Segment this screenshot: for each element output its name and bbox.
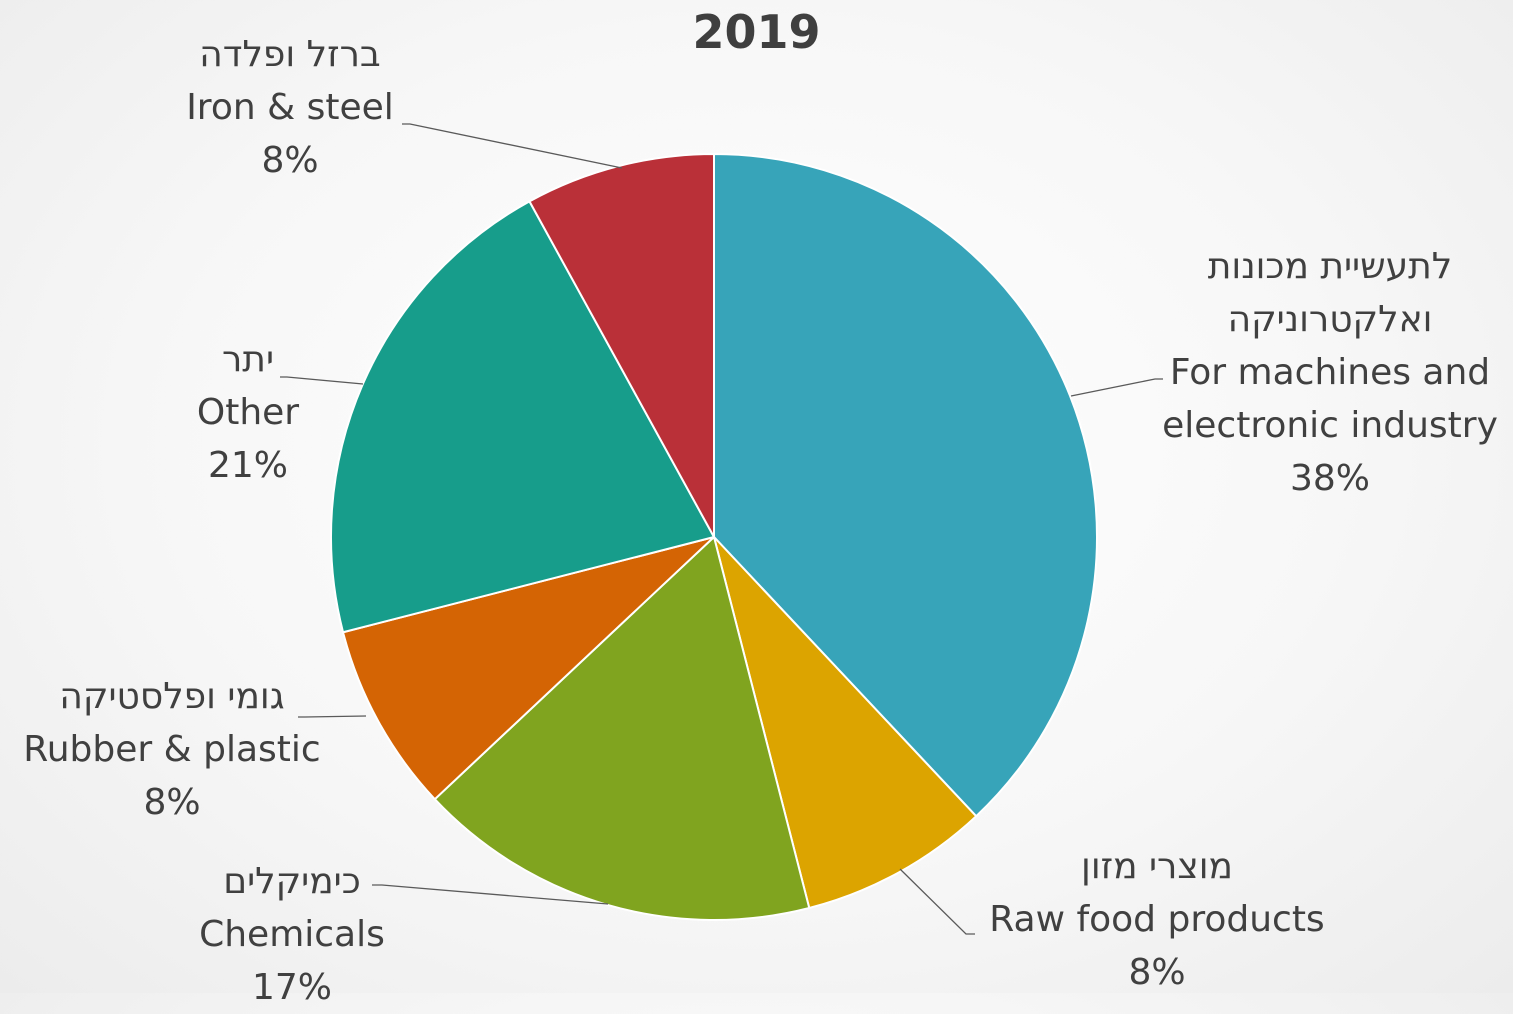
slice-label-3: כימיקלים Chemicals 17% (92, 855, 492, 1014)
slice-percent-label: 8% (261, 140, 319, 181)
chart-title: 2019 (692, 5, 821, 59)
leader-line-3 (372, 884, 609, 905)
slice-percent-label: 21% (207, 445, 288, 486)
pie-slice-2 (713, 536, 978, 910)
pie-chart: 2019 לתעשיית מכונות ואלקטרוניקה For machin… (0, 5, 1513, 1008)
slice-label-line: מוצרי מזון (1081, 846, 1233, 887)
slice-label-line: ברזל ופלדה (199, 34, 381, 75)
slice-percent-label: 17% (251, 967, 332, 1008)
slice-label-4: גומי ופלסטיקה Rubber & plastic 8% (0, 670, 372, 829)
slice-label-line: Raw food products (989, 899, 1325, 940)
leader-line-1 (1070, 378, 1163, 397)
slice-label-line: electronic industry (1162, 405, 1498, 446)
slice-label-line: Iron & steel (186, 87, 394, 128)
slice-label-line: Chemicals (199, 914, 385, 955)
slice-label-line: Rubber & plastic (23, 729, 321, 770)
pie-slice-5 (329, 200, 716, 634)
slice-label-line: לתעשיית מכונות (1207, 246, 1453, 287)
slice-label-line: גומי ופלסטיקה (59, 676, 285, 717)
slice-percent-label: 8% (143, 782, 201, 823)
slice-label-line: כימיקלים (223, 861, 361, 902)
leader-line-6 (402, 123, 623, 169)
slice-label-line: Other (196, 392, 300, 433)
slice-percent-label: 38% (1289, 458, 1370, 499)
slice-percent-label: 8% (1128, 952, 1186, 993)
pie-slice-3 (433, 535, 811, 921)
slice-label-5: יתר Other 21% (48, 333, 448, 492)
slice-label-2: מוצרי מזון Raw food products 8% (957, 840, 1357, 999)
pie-slice-6 (528, 152, 715, 538)
slice-label-1: לתעשיית מכונות ואלקטרוניקה For machines an… (1130, 240, 1513, 505)
pie-chart-canvas (280, 123, 1163, 935)
pie-slice-1 (713, 152, 1098, 818)
slice-label-line: For machines and (1169, 352, 1491, 393)
slice-label-line: ואלקטרוניקה (1227, 299, 1433, 340)
pie-slice-4 (341, 536, 715, 801)
leader-line-4 (298, 715, 367, 718)
slice-label-6: ברזל ופלדה Iron & steel 8% (90, 28, 490, 187)
leader-line-2 (899, 868, 975, 935)
leader-line-5 (280, 376, 364, 385)
slice-label-line: יתר (221, 339, 275, 380)
